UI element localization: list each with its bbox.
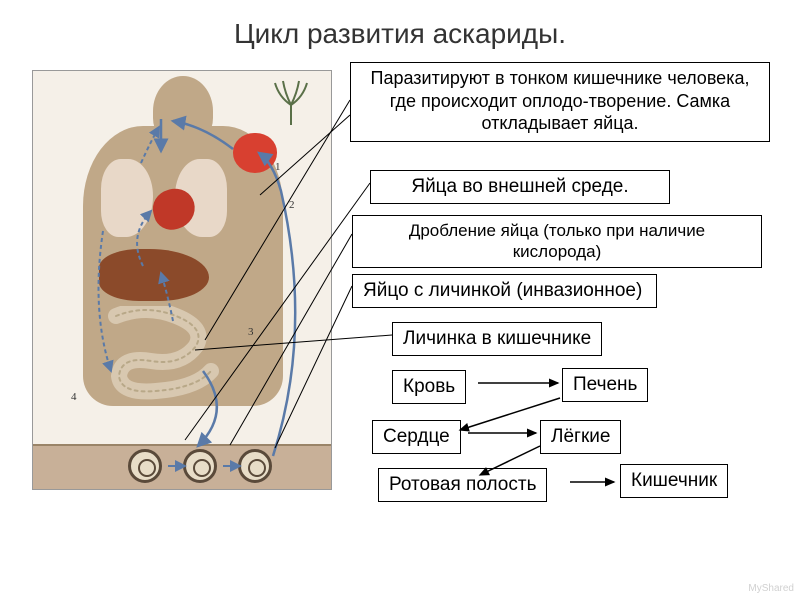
diagram-label-4: 4 (71, 391, 77, 403)
box-parasite: Паразитируют в тонком кишечнике человека… (350, 62, 770, 142)
box-oral-cavity: Ротовая полость (378, 468, 547, 502)
watermark: MyShared (748, 583, 794, 594)
box-blood: Кровь (392, 370, 466, 404)
box-egg-cleavage: Дробление яйца (только при наличие кисло… (352, 215, 762, 268)
box-heart: Сердце (372, 420, 461, 454)
box-intestine: Кишечник (620, 464, 728, 498)
egg-stage-3 (238, 449, 272, 483)
egg-stage-2 (183, 449, 217, 483)
diagram-label-1: 1 (275, 161, 281, 173)
box-eggs-env: Яйца во внешней среде. (370, 170, 670, 204)
intestines (101, 306, 231, 401)
box-invasive-egg: Яйцо с личинкой (инвазионное) (352, 274, 657, 308)
soil-ground (33, 444, 331, 489)
egg-stage-1 (128, 449, 162, 483)
diagram-label-3: 3 (248, 326, 254, 338)
apple-icon (233, 133, 277, 173)
box-lungs: Лёгкие (540, 420, 621, 454)
diagram-label-2: 2 (289, 199, 295, 211)
lifecycle-diagram: 1 2 3 4 (32, 70, 332, 490)
box-larva-intestine: Личинка в кишечнике (392, 322, 602, 356)
page-title: Цикл развития аскариды. (0, 18, 800, 50)
box-liver: Печень (562, 368, 648, 402)
